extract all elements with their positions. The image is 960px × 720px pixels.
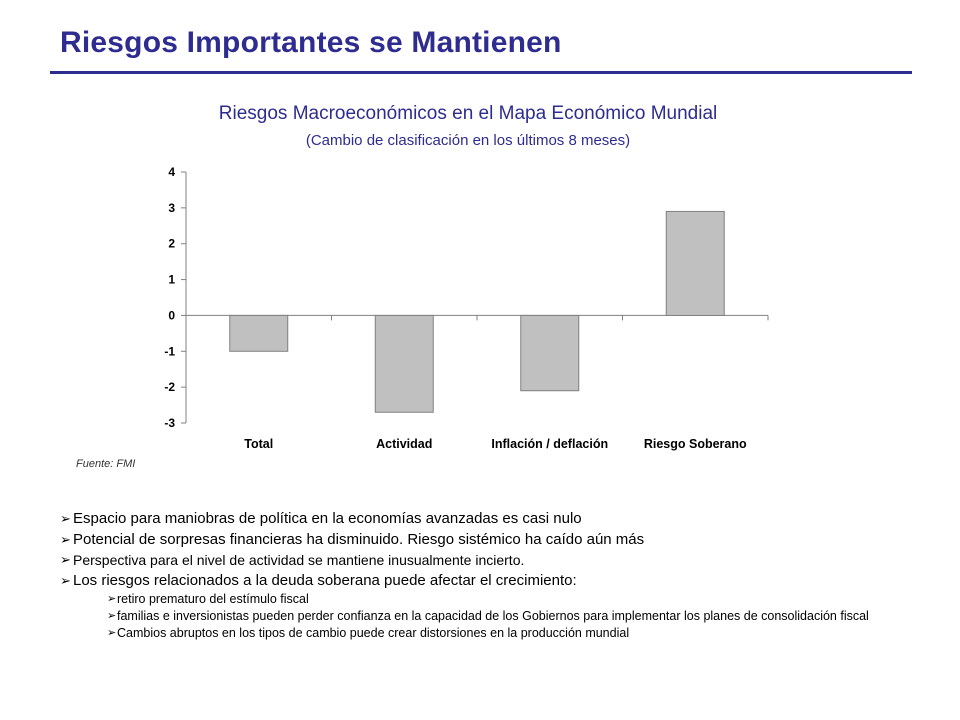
title-divider xyxy=(50,71,912,74)
y-tick-label: 3 xyxy=(168,201,175,215)
source-note: Fuente: FMI xyxy=(76,458,136,470)
y-tick-label: -1 xyxy=(164,344,175,358)
arrow-bullet-icon: ➢ xyxy=(60,511,71,526)
bullet-text: Perspectiva para el nivel de actividad s… xyxy=(73,552,525,568)
bar xyxy=(229,314,289,352)
y-tick-label: 2 xyxy=(168,237,175,251)
x-category-label: Total xyxy=(244,437,273,451)
bullet-text: Potencial de sorpresas financieras ha di… xyxy=(73,530,645,548)
bullet-list: ➢ Espacio para maniobras de política en … xyxy=(60,509,920,642)
bar xyxy=(665,210,725,316)
arrow-bullet-icon: ➢ xyxy=(107,610,117,622)
bullet-item: ➢ Potencial de sorpresas financieras ha … xyxy=(60,530,920,551)
y-tick-label: -2 xyxy=(164,380,175,394)
bullet-text: Los riesgos relacionados a la deuda sobe… xyxy=(73,571,577,589)
arrow-bullet-icon: ➢ xyxy=(107,627,117,639)
bar xyxy=(374,314,434,413)
x-category-label: Riesgo Soberano xyxy=(644,437,747,451)
y-tick-label: 4 xyxy=(168,165,175,179)
sub-bullet-item: ➢ Cambios abruptos en los tipos de cambi… xyxy=(107,625,920,642)
y-tick-label: 1 xyxy=(168,273,175,287)
arrow-bullet-icon: ➢ xyxy=(107,593,117,605)
arrow-bullet-icon: ➢ xyxy=(60,572,71,588)
y-tick-label: -3 xyxy=(164,416,175,430)
x-category-label: Inflación / deflación xyxy=(491,437,608,451)
x-category-label: Actividad xyxy=(376,437,432,451)
sub-bullet-item: ➢ familias e inversionistas pueden perde… xyxy=(107,608,920,625)
sub-bullet-text: Cambios abruptos en los tipos de cambio … xyxy=(117,626,630,640)
chart-subtitle: (Cambio de clasificación en los últimos … xyxy=(305,132,631,149)
sub-bullet-item: ➢ retiro prematuro del estímulo fiscal xyxy=(107,591,920,608)
sub-bullet-text: familias e inversionistas pueden perder … xyxy=(117,609,869,623)
bar xyxy=(520,314,580,392)
sub-bullet-text: retiro prematuro del estímulo fiscal xyxy=(117,592,309,606)
chart-title: Riesgos Macroeconómicos en el Mapa Econó… xyxy=(218,103,718,124)
bullet-item: ➢ Perspectiva para el nivel de actividad… xyxy=(60,550,920,571)
bullet-item: ➢ Los riesgos relacionados a la deuda so… xyxy=(60,571,920,592)
arrow-bullet-icon: ➢ xyxy=(60,552,71,567)
slide-title: Riesgos Importantes se Mantienen xyxy=(60,26,562,59)
bar-chart: 4 3 2 1 0 -1 -2 -3 Total Actividad Inflación / def… xyxy=(164,165,769,451)
y-tick-label: 0 xyxy=(168,308,175,322)
bullet-text: Espacio para maniobras de política en la… xyxy=(73,510,582,527)
bullet-item: ➢ Espacio para maniobras de política en … xyxy=(60,509,920,530)
arrow-bullet-icon: ➢ xyxy=(60,531,71,547)
